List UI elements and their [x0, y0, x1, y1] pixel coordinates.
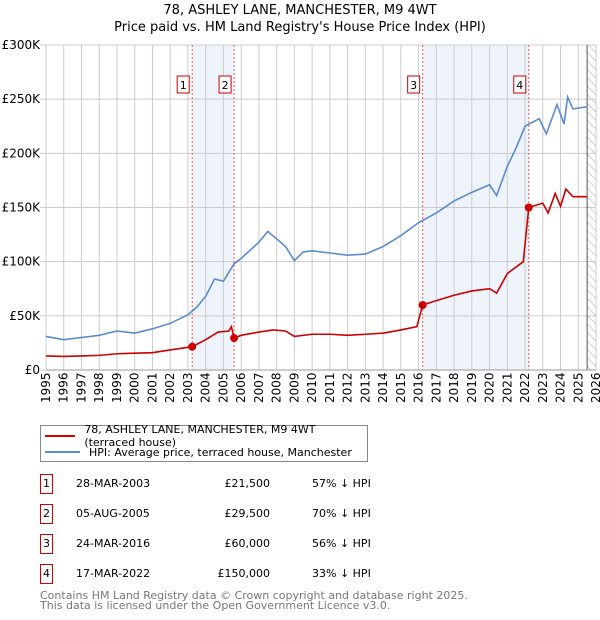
- sale-row: 1 28-MAR-2003 £21,500 57% ↓ HPI: [40, 474, 440, 494]
- x-tick-label: 2007: [252, 372, 266, 403]
- x-tick-label: 1999: [110, 372, 124, 403]
- sale-label: 1: [180, 79, 187, 92]
- sale-label-box: [176, 75, 190, 94]
- sale-hpi-diff: 33% ↓ HPI: [312, 567, 371, 580]
- x-tick-label: 2014: [376, 372, 390, 403]
- x-tick-label: 1996: [57, 372, 71, 403]
- y-tick-label: £100K: [2, 255, 42, 269]
- x-tick-label: 1998: [92, 372, 106, 403]
- sale-price: £21,500: [224, 477, 271, 490]
- x-tick-label: 2025: [571, 372, 585, 403]
- sale-number: 1: [40, 474, 53, 494]
- legend-price-swatch: [45, 435, 76, 437]
- sale-label-box: [513, 75, 527, 94]
- legend-hpi-swatch: [45, 451, 80, 453]
- sale-row: 2 05-AUG-2005 £29,500 70% ↓ HPI: [40, 504, 440, 524]
- sale-hpi-diff: 56% ↓ HPI: [312, 537, 371, 550]
- x-tick-label: 2015: [394, 372, 408, 403]
- sale-hpi-diff: 57% ↓ HPI: [312, 477, 371, 490]
- legend-hpi-label: HPI: Average price, terraced house, Manc…: [89, 445, 352, 459]
- x-tick-label: 2018: [447, 372, 461, 403]
- x-tick-label: 2008: [270, 372, 284, 403]
- legend-price-label: 78, ASHLEY LANE, MANCHESTER, M9 4WT (ter…: [84, 423, 316, 449]
- y-tick-label: £250K: [2, 92, 42, 106]
- x-tick-label: 2022: [518, 372, 532, 403]
- sale-row: 4 17-MAR-2022 £150,000 33% ↓ HPI: [40, 564, 440, 584]
- y-tick-label: £200K: [2, 146, 42, 160]
- sale-date: 24-MAR-2016: [76, 537, 151, 550]
- footer-copyright: Contains HM Land Registry data © Crown c…: [40, 589, 468, 602]
- x-tick-label: 2000: [128, 372, 142, 403]
- sale-point: [188, 342, 197, 351]
- x-tick-label: 2019: [465, 372, 479, 403]
- sale-price: £29,500: [224, 507, 271, 520]
- sale-label: 3: [410, 79, 417, 92]
- sale-price: £150,000: [217, 567, 271, 580]
- sale-number: 4: [40, 564, 53, 584]
- hpi-line: [45, 94, 588, 341]
- x-tick-label: 2006: [234, 372, 248, 403]
- x-tick-label: 1995: [39, 372, 53, 403]
- x-tick-label: 2010: [305, 372, 319, 403]
- chart-subtitle: Price paid vs. HM Land Registry's House …: [114, 20, 486, 35]
- x-tick-label: 2016: [412, 372, 426, 403]
- x-tick-label: 2026: [589, 372, 600, 403]
- x-tick-label: 1997: [74, 372, 88, 403]
- y-tick-label: £50K: [9, 309, 41, 323]
- sale-label: 2: [222, 79, 229, 92]
- sale-hpi-diff: 70% ↓ HPI: [312, 507, 371, 520]
- y-tick-label: £150K: [2, 201, 42, 215]
- x-tick-label: 2009: [287, 372, 301, 403]
- x-tick-label: 2017: [429, 372, 443, 403]
- sale-date: 17-MAR-2022: [76, 567, 151, 580]
- sale-date: 28-MAR-2003: [76, 477, 151, 490]
- sale-point: [524, 203, 533, 212]
- sale-number: 3: [40, 534, 53, 554]
- y-tick-label: £0: [25, 363, 40, 377]
- sale-label: 4: [516, 79, 523, 92]
- x-tick-label: 2002: [163, 372, 177, 403]
- x-tick-label: 2024: [554, 372, 568, 403]
- x-tick-label: 2004: [199, 372, 213, 403]
- x-tick-label: 2011: [323, 372, 337, 403]
- x-tick-label: 2013: [358, 372, 372, 403]
- x-tick-label: 2021: [500, 372, 514, 403]
- x-tick-label: 2001: [145, 372, 159, 403]
- sale-number: 2: [40, 504, 53, 524]
- y-tick-label: £300K: [2, 38, 42, 52]
- sale-point: [230, 334, 239, 343]
- x-tick-label: 2023: [536, 372, 550, 403]
- x-tick-label: 2020: [483, 372, 497, 403]
- x-tick-label: 2003: [181, 372, 195, 403]
- price-chart: 1995 1996 1997 1998 1999 2000 2001 2002 2003 2004…: [2, 38, 600, 403]
- footer-licence: This data is licensed under the Open Gov…: [40, 599, 391, 612]
- forecast-hatch: [587, 45, 596, 370]
- sale-label-box: [407, 75, 421, 94]
- sale-row: 3 24-MAR-2016 £60,000 56% ↓ HPI: [40, 534, 440, 554]
- legend: 78, ASHLEY LANE, MANCHESTER, M9 4WT (ter…: [40, 423, 368, 462]
- x-tick-label: 2005: [216, 372, 230, 403]
- sale-date: 05-AUG-2005: [76, 507, 150, 520]
- sale-point: [418, 301, 427, 309]
- sale-label-box: [218, 75, 232, 94]
- x-tick-label: 2012: [341, 372, 355, 403]
- sale-price: £60,000: [224, 537, 271, 550]
- chart-title: 78, ASHLEY LANE, MANCHESTER, M9 4WT: [163, 3, 437, 18]
